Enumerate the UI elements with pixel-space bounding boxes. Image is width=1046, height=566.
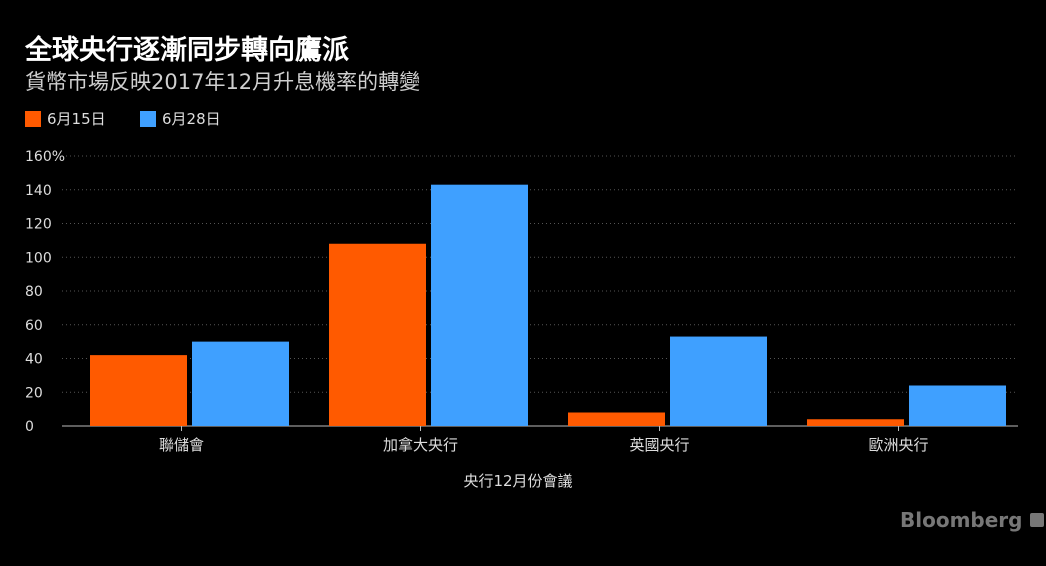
x-tick-label: 加拿大央行 (383, 436, 458, 454)
y-tick-label: 20 (25, 385, 43, 401)
chart-subtitle: 貨幣市場反映2017年12月升息機率的轉變 (25, 70, 421, 94)
bloomberg-logo: Bloomberg (900, 508, 1045, 532)
y-tick-label: 80 (25, 284, 43, 300)
y-tick-label: 40 (25, 352, 43, 368)
bar-1-2 (670, 336, 767, 426)
bar-1-1 (431, 184, 528, 426)
bar-0-3 (807, 419, 904, 426)
y-tick-label: 100 (25, 250, 52, 266)
bar-0-1 (329, 243, 426, 426)
legend-label: 6月28日 (162, 110, 221, 128)
legend-label: 6月15日 (47, 110, 106, 128)
bar-1-3 (909, 385, 1006, 426)
legend-swatch-blue (140, 110, 156, 127)
x-axis-label: 央行12月份會議 (463, 472, 572, 490)
x-tick-label: 英國央行 (629, 436, 689, 454)
x-tick-label: 聯儲會 (159, 436, 204, 454)
source-label: Bloomberg (900, 508, 1023, 532)
y-tick-label: 140 (25, 183, 52, 199)
bar-0-0 (90, 355, 187, 426)
bar-0-2 (568, 412, 665, 426)
legend-item-1: 6月28日 (140, 108, 221, 129)
y-tick-label: 0 (25, 419, 34, 435)
x-tick-label: 歐洲央行 (868, 436, 928, 454)
y-tick-label: 60 (25, 318, 43, 334)
bloomberg-icon (1030, 513, 1045, 527)
chart-title: 全球央行逐漸同步轉向鷹派 (25, 35, 349, 66)
y-tick-label: 160% (25, 149, 65, 165)
bar-1-0 (192, 341, 289, 426)
legend-swatch-orange (25, 110, 41, 127)
y-tick-label: 120 (25, 217, 52, 233)
legend-item-0: 6月15日 (25, 108, 106, 129)
